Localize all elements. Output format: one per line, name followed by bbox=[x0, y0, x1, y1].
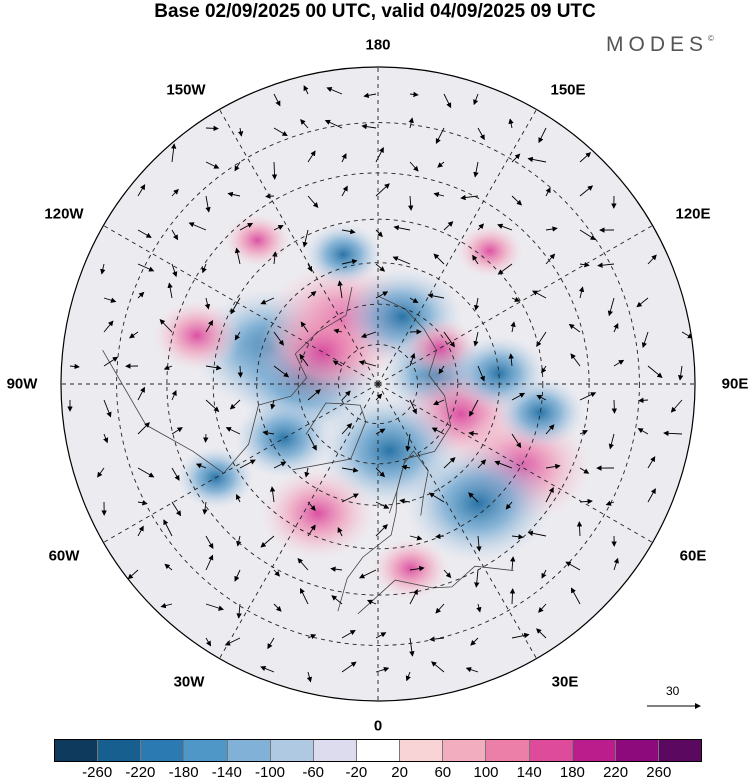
colorbar bbox=[54, 739, 702, 762]
colorbar-swatch bbox=[55, 740, 98, 761]
colorbar-tick-label: 260 bbox=[646, 764, 671, 781]
colorbar-tick-label: 100 bbox=[473, 764, 498, 781]
longitude-label: 60W bbox=[49, 548, 80, 565]
brand-mark: © bbox=[708, 34, 714, 43]
colorbar-tick-label: -20 bbox=[346, 764, 368, 781]
wind-arrow bbox=[240, 366, 241, 377]
longitude-label: 90W bbox=[7, 376, 38, 393]
colorbar-swatch bbox=[184, 740, 227, 761]
positive-anomaly bbox=[456, 224, 523, 278]
negative-anomaly bbox=[452, 336, 547, 412]
longitude-label: 90E bbox=[722, 376, 749, 393]
colorbar-swatch bbox=[616, 740, 659, 761]
longitude-label: 30W bbox=[174, 674, 205, 691]
colorbar-swatch bbox=[400, 740, 443, 761]
colorbar-tick-label: -180 bbox=[169, 764, 199, 781]
longitude-label: 120E bbox=[675, 206, 710, 223]
colorbar-tick-label: 60 bbox=[434, 764, 451, 781]
longitude-label: 0 bbox=[374, 718, 382, 735]
longitude-label: 30E bbox=[552, 674, 579, 691]
longitude-label: 150W bbox=[166, 82, 205, 99]
colorbar-swatch bbox=[573, 740, 616, 761]
positive-anomaly bbox=[224, 214, 291, 268]
map-title: Base 02/09/2025 00 UTC, valid 04/09/2025… bbox=[0, 0, 750, 26]
colorbar-swatch bbox=[271, 740, 314, 761]
colorbar-tick-label: 20 bbox=[391, 764, 408, 781]
scale-arrow-label: 30 bbox=[666, 684, 679, 698]
colorbar-tick-label: 180 bbox=[560, 764, 585, 781]
colorbar-swatch bbox=[98, 740, 141, 761]
colorbar-tick-label: 220 bbox=[603, 764, 628, 781]
colorbar-tick-label: -220 bbox=[125, 764, 155, 781]
colorbar-swatch bbox=[228, 740, 271, 761]
longitude-label: 120W bbox=[44, 206, 83, 223]
colorbar-tick-label: -100 bbox=[255, 764, 285, 781]
wind-arrow bbox=[614, 400, 615, 413]
colorbar-swatch bbox=[530, 740, 573, 761]
colorbar-swatch bbox=[314, 740, 357, 761]
colorbar-swatch bbox=[486, 740, 529, 761]
positive-anomaly bbox=[259, 467, 376, 560]
brand-name: MODES bbox=[606, 33, 708, 56]
colorbar-tick-label: -60 bbox=[302, 764, 324, 781]
colorbar-swatch bbox=[141, 740, 184, 761]
wind-arrow bbox=[206, 434, 207, 442]
wind-arrow bbox=[206, 128, 218, 129]
colorbar-tick-label: -140 bbox=[212, 764, 242, 781]
colorbar-swatch bbox=[357, 740, 400, 761]
colorbar-ticks: -260 -220 -180 -140 -100 -60 -20 20 60 100 140 180 2… bbox=[0, 764, 750, 784]
longitude-label: 60E bbox=[680, 548, 707, 565]
longitude-label: 150E bbox=[550, 82, 585, 99]
colorbar-tick-label: 140 bbox=[517, 764, 542, 781]
colorbar-tick-label: -260 bbox=[82, 764, 112, 781]
longitude-label: 180 bbox=[365, 37, 390, 54]
modes-logo: MODES© bbox=[606, 33, 714, 57]
colorbar-swatch bbox=[659, 740, 701, 761]
positive-anomaly bbox=[152, 300, 241, 371]
colorbar-swatch bbox=[443, 740, 486, 761]
